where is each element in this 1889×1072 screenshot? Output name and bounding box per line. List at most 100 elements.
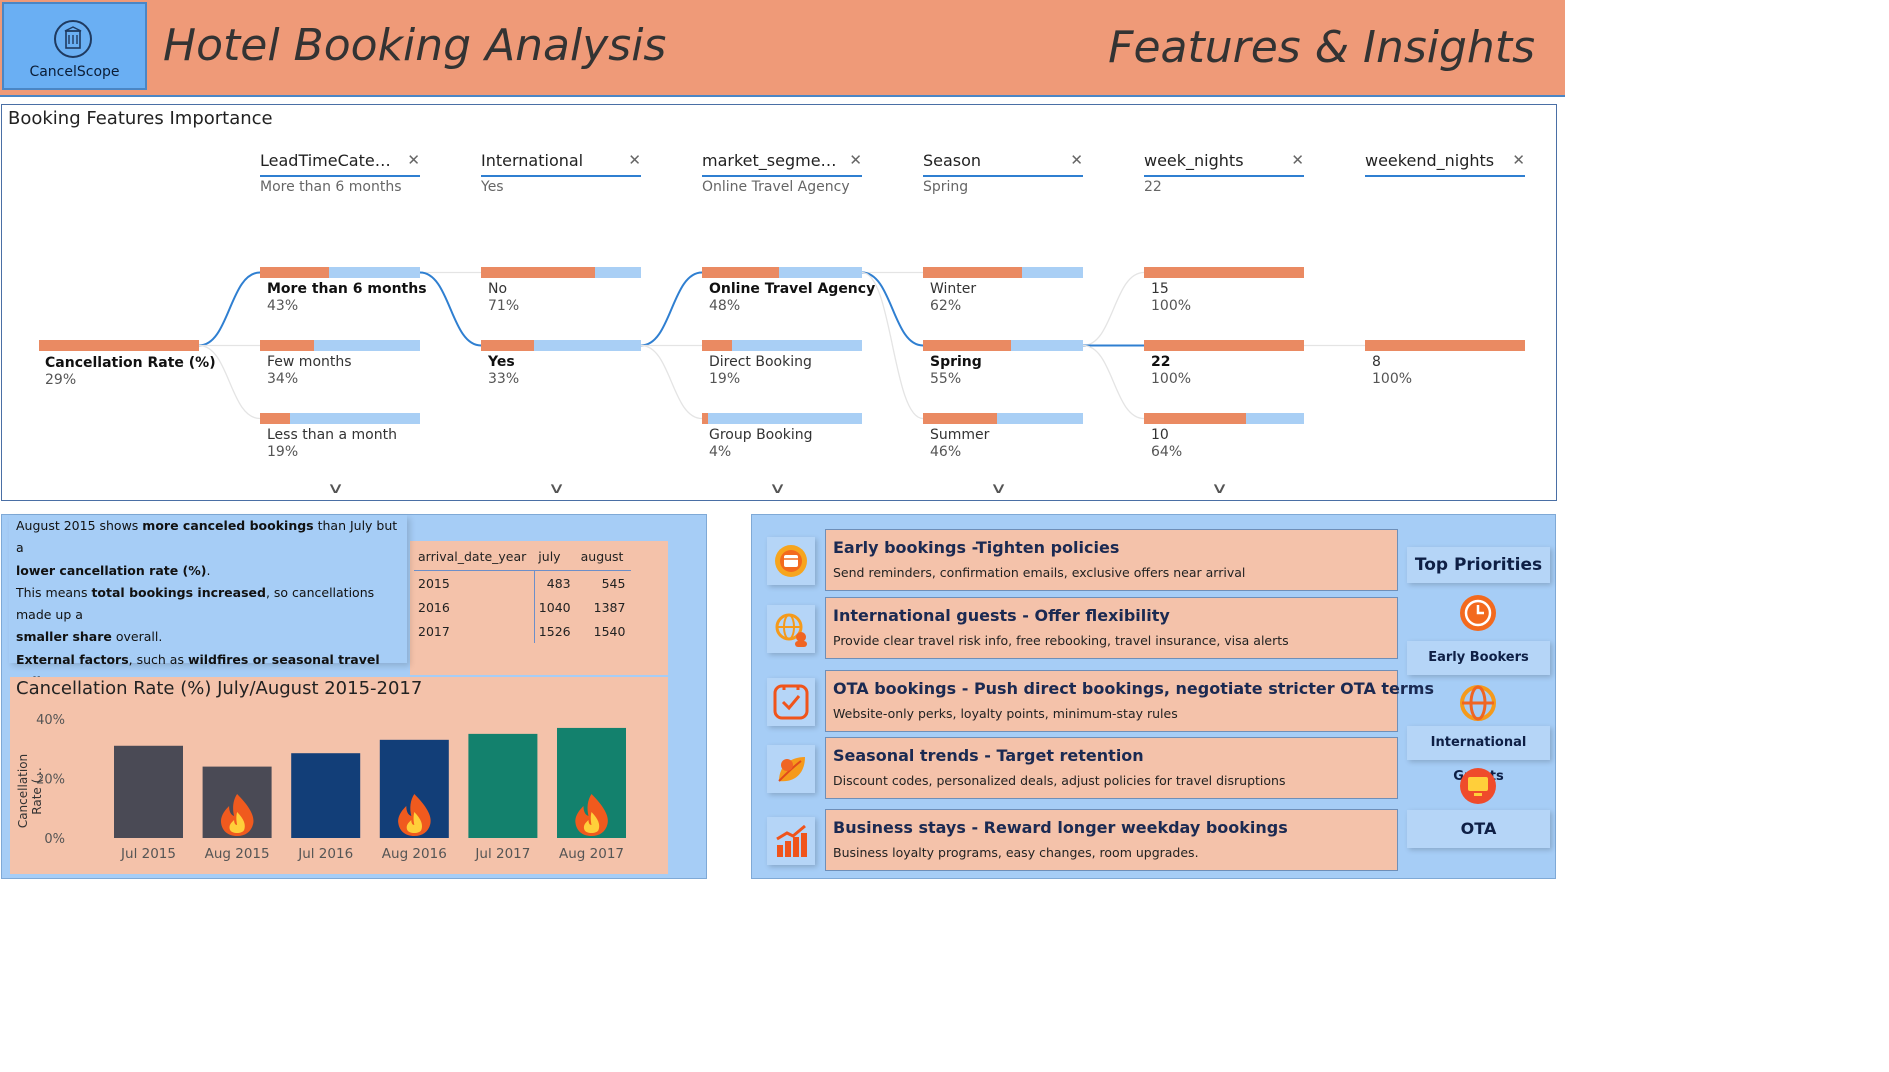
recommendation-desc: Send reminders, confirmation emails, exc… [833,565,1246,580]
level-header-label: weekend_nights [1365,151,1495,170]
priority-item[interactable]: Early Bookers [1407,641,1550,675]
node-pct: 4% [709,444,732,460]
note-line: August 2015 shows more canceled bookings… [9,515,407,560]
table-cell: 1526 [538,624,571,639]
level-header[interactable]: International ✕ [481,151,641,177]
y-tick-label: 20% [36,773,65,788]
clock-icon [1458,593,1498,633]
node-bar-fill [481,267,595,278]
recommendation-title: Early bookings -Tighten policies [833,538,1120,557]
brand-name: CancelScope [29,64,120,80]
close-icon[interactable]: ✕ [1070,151,1083,169]
node-bar[interactable] [923,413,1083,424]
tree-links [198,271,1365,420]
close-icon[interactable]: ✕ [407,151,420,169]
recommendation-card[interactable]: Seasonal trends - Target retention Discou… [825,737,1398,799]
node-pct: 62% [930,298,962,314]
table-cell: 2015 [414,570,535,595]
node-bar[interactable] [923,340,1083,351]
node-bar[interactable] [1365,340,1525,351]
recommendation-title: Business stays - Reward longer weekday b… [833,818,1288,837]
chevron-down-icon[interactable]: ∨ [326,479,345,497]
level-header[interactable]: week_nights ✕ [1144,151,1304,177]
x-tick-label: Aug 2015 [205,846,270,862]
tree-link [419,271,482,347]
chevron-down-icon[interactable]: ∨ [768,479,787,497]
node-bar-fill [1144,267,1304,278]
x-tick-label: Jul 2015 [120,846,176,862]
close-icon[interactable]: ✕ [849,151,862,169]
node-bar[interactable] [702,267,862,278]
note-text: . [206,562,211,578]
close-icon[interactable]: ✕ [1512,151,1525,169]
node-bar[interactable] [260,267,420,278]
table-header-year[interactable]: arrival_date_year [414,549,535,571]
note-emphasis: smaller share [16,629,112,645]
recommendation-desc: Business loyalty programs, easy changes,… [833,845,1199,860]
root-bar[interactable] [39,340,199,351]
node-bar-fill [1144,413,1247,424]
recommendation-card[interactable]: Early bookings -Tighten policies Send rem… [825,529,1398,591]
table-row: 2015 483 545 [414,570,631,595]
node-label: Winter [930,281,977,297]
insight-note: August 2015 shows more canceled bookings… [9,515,407,711]
level-header-label: International [481,151,584,170]
note-text: August 2015 shows [16,518,143,533]
page-subtitle: Features & Insights [1108,22,1535,73]
node-bar-fill [1144,340,1304,351]
y-tick-label: 0% [44,832,65,847]
node-label: Less than a month [267,427,397,443]
tree-link [198,271,261,347]
node-bar[interactable] [702,340,862,351]
level-header-label: Season [923,151,982,170]
monthly-comparison-panel: arrival_date_year july august 2015 483 5… [1,514,707,879]
recommendation-card[interactable]: OTA bookings - Push direct bookings, neg… [825,670,1434,732]
close-icon[interactable]: ✕ [1291,151,1304,169]
node-bar[interactable] [481,340,641,351]
level-header[interactable]: LeadTimeCatego... ✕ [260,151,420,177]
level-header[interactable]: market_segment... ✕ [702,151,862,177]
chevron-down-icon[interactable]: ∨ [1210,479,1229,497]
node-bar[interactable] [923,267,1083,278]
table-header-july[interactable]: july [534,549,577,571]
node-bar-fill [923,340,1011,351]
recommendation-card[interactable]: International guests - Offer flexibility… [825,597,1398,659]
node-label: Spring [930,354,982,370]
note-text: than July but a [16,518,398,556]
brand-logo[interactable]: CancelScope [2,2,147,90]
note-text: This means [16,584,92,600]
node-pct: 100% [1151,298,1192,314]
chart-bar[interactable] [114,745,183,838]
table-header-august[interactable]: august [576,549,632,571]
y-tick-label: 40% [36,713,65,728]
node-bar[interactable] [481,267,641,278]
priority-item[interactable]: International Guests [1407,726,1550,784]
chart-title: Cancellation Rate (%) July/August 2015-2… [16,678,423,699]
close-icon[interactable]: ✕ [628,151,641,169]
root-label: Cancellation Rate (%) [45,355,216,371]
note-emphasis: External factors [16,651,129,667]
growth-chart-icon [767,817,815,865]
node-label: Online Travel Agency [709,281,876,297]
node-bar[interactable] [1144,413,1304,424]
level-header[interactable]: weekend_nights ✕ [1365,151,1525,177]
node-bar[interactable] [1144,267,1304,278]
chevron-down-icon[interactable]: ∨ [547,479,566,497]
chart-bar[interactable] [468,733,538,838]
node-bar[interactable] [260,413,420,424]
table-cell: 483 [546,576,571,591]
node-bar-fill [481,340,534,351]
chart-bar[interactable] [291,753,361,838]
table-cell: 1040 [538,600,571,615]
fire-icon [220,794,254,836]
recommendation-card[interactable]: Business stays - Reward longer weekday b… [825,809,1398,871]
node-bar[interactable] [702,413,862,424]
node-pct: 33% [488,371,520,387]
level-selected-value: 22 [1144,179,1162,195]
priority-item[interactable]: OTA [1407,810,1550,848]
level-header[interactable]: Season ✕ [923,151,1083,177]
chevron-down-icon[interactable]: ∨ [989,479,1008,497]
node-bar[interactable] [1144,340,1304,351]
node-bar[interactable] [260,340,420,351]
globe-icon [1458,683,1498,723]
